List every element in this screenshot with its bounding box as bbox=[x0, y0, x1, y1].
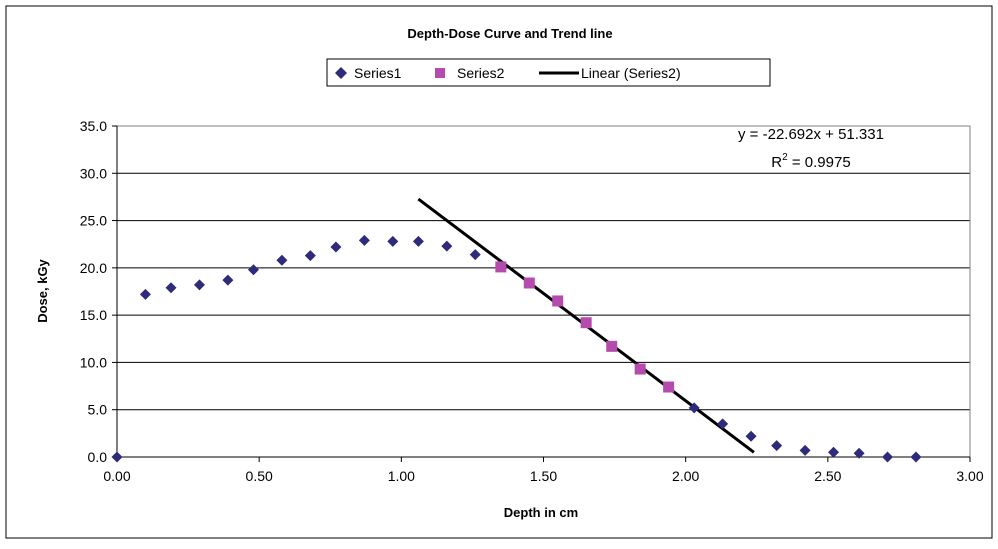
series1-point bbox=[828, 446, 840, 458]
series2-point bbox=[606, 340, 618, 352]
series1-point bbox=[222, 274, 234, 286]
x-tick-label: 0.50 bbox=[246, 468, 273, 484]
legend-label-trendline: Linear (Series2) bbox=[581, 65, 681, 81]
y-tick-label: 20.0 bbox=[80, 260, 107, 276]
x-tick-label: 2.00 bbox=[672, 468, 699, 484]
series1-point bbox=[304, 250, 316, 262]
legend-marker-series2 bbox=[435, 68, 445, 78]
series2-point bbox=[552, 295, 564, 307]
x-tick-label: 0.00 bbox=[103, 468, 130, 484]
legend-marker-series1 bbox=[335, 67, 347, 79]
r-squared-label: R2 = 0.9975 bbox=[771, 152, 850, 171]
series1-point bbox=[745, 430, 757, 442]
series2-point bbox=[663, 381, 675, 393]
series1-point bbox=[358, 234, 370, 246]
series2-point bbox=[495, 261, 507, 273]
x-tick-label: 1.00 bbox=[388, 468, 415, 484]
series1-point bbox=[276, 254, 288, 266]
y-tick-label: 25.0 bbox=[80, 213, 107, 229]
y-tick-label: 10.0 bbox=[80, 354, 107, 370]
legend: Series1 Series2 Linear (Series2) bbox=[326, 58, 771, 87]
y-tick-label: 0.0 bbox=[88, 449, 108, 465]
y-tick-label: 35.0 bbox=[80, 118, 107, 134]
series1-point bbox=[882, 451, 894, 463]
series1-point bbox=[717, 418, 729, 430]
data-points bbox=[111, 234, 922, 463]
x-tick-label: 3.00 bbox=[956, 468, 983, 484]
legend-label-series2: Series2 bbox=[457, 65, 505, 81]
series1-point bbox=[165, 282, 177, 294]
y-tick-label: 5.0 bbox=[88, 402, 108, 418]
y-axis-title: Dose, kGy bbox=[35, 258, 50, 322]
axes: 0.0 5.0 10.0 15.0 20.0 25.0 30.0 35.0 0.00 0.50 1.… bbox=[80, 118, 984, 484]
series1-point bbox=[330, 241, 342, 253]
series1-point bbox=[771, 440, 783, 452]
series1-point bbox=[469, 249, 481, 261]
series1-point bbox=[799, 444, 811, 456]
series1-point bbox=[441, 240, 453, 252]
series1-point bbox=[247, 264, 259, 276]
trendline-equation: y = -22.692x + 51.331 bbox=[738, 126, 884, 143]
x-tick-label: 2.50 bbox=[814, 468, 841, 484]
series1-point bbox=[853, 447, 865, 459]
series1-point bbox=[111, 451, 123, 463]
y-tick-label: 30.0 bbox=[80, 165, 107, 181]
x-tick-label: 1.50 bbox=[530, 468, 557, 484]
series1-point bbox=[910, 451, 922, 463]
series2-point bbox=[523, 277, 535, 289]
legend-label-series1: Series1 bbox=[354, 65, 402, 81]
series1-point bbox=[387, 235, 399, 247]
x-axis-title: Depth in cm bbox=[504, 505, 578, 520]
series1-point bbox=[688, 402, 700, 414]
series1-point bbox=[139, 288, 151, 300]
series1-point bbox=[412, 235, 424, 247]
y-tick-label: 15.0 bbox=[80, 307, 107, 323]
chart-title: Depth-Dose Curve and Trend line bbox=[407, 26, 612, 41]
series1-point bbox=[193, 279, 205, 291]
series2-point bbox=[580, 317, 592, 329]
series2-point bbox=[634, 363, 646, 375]
